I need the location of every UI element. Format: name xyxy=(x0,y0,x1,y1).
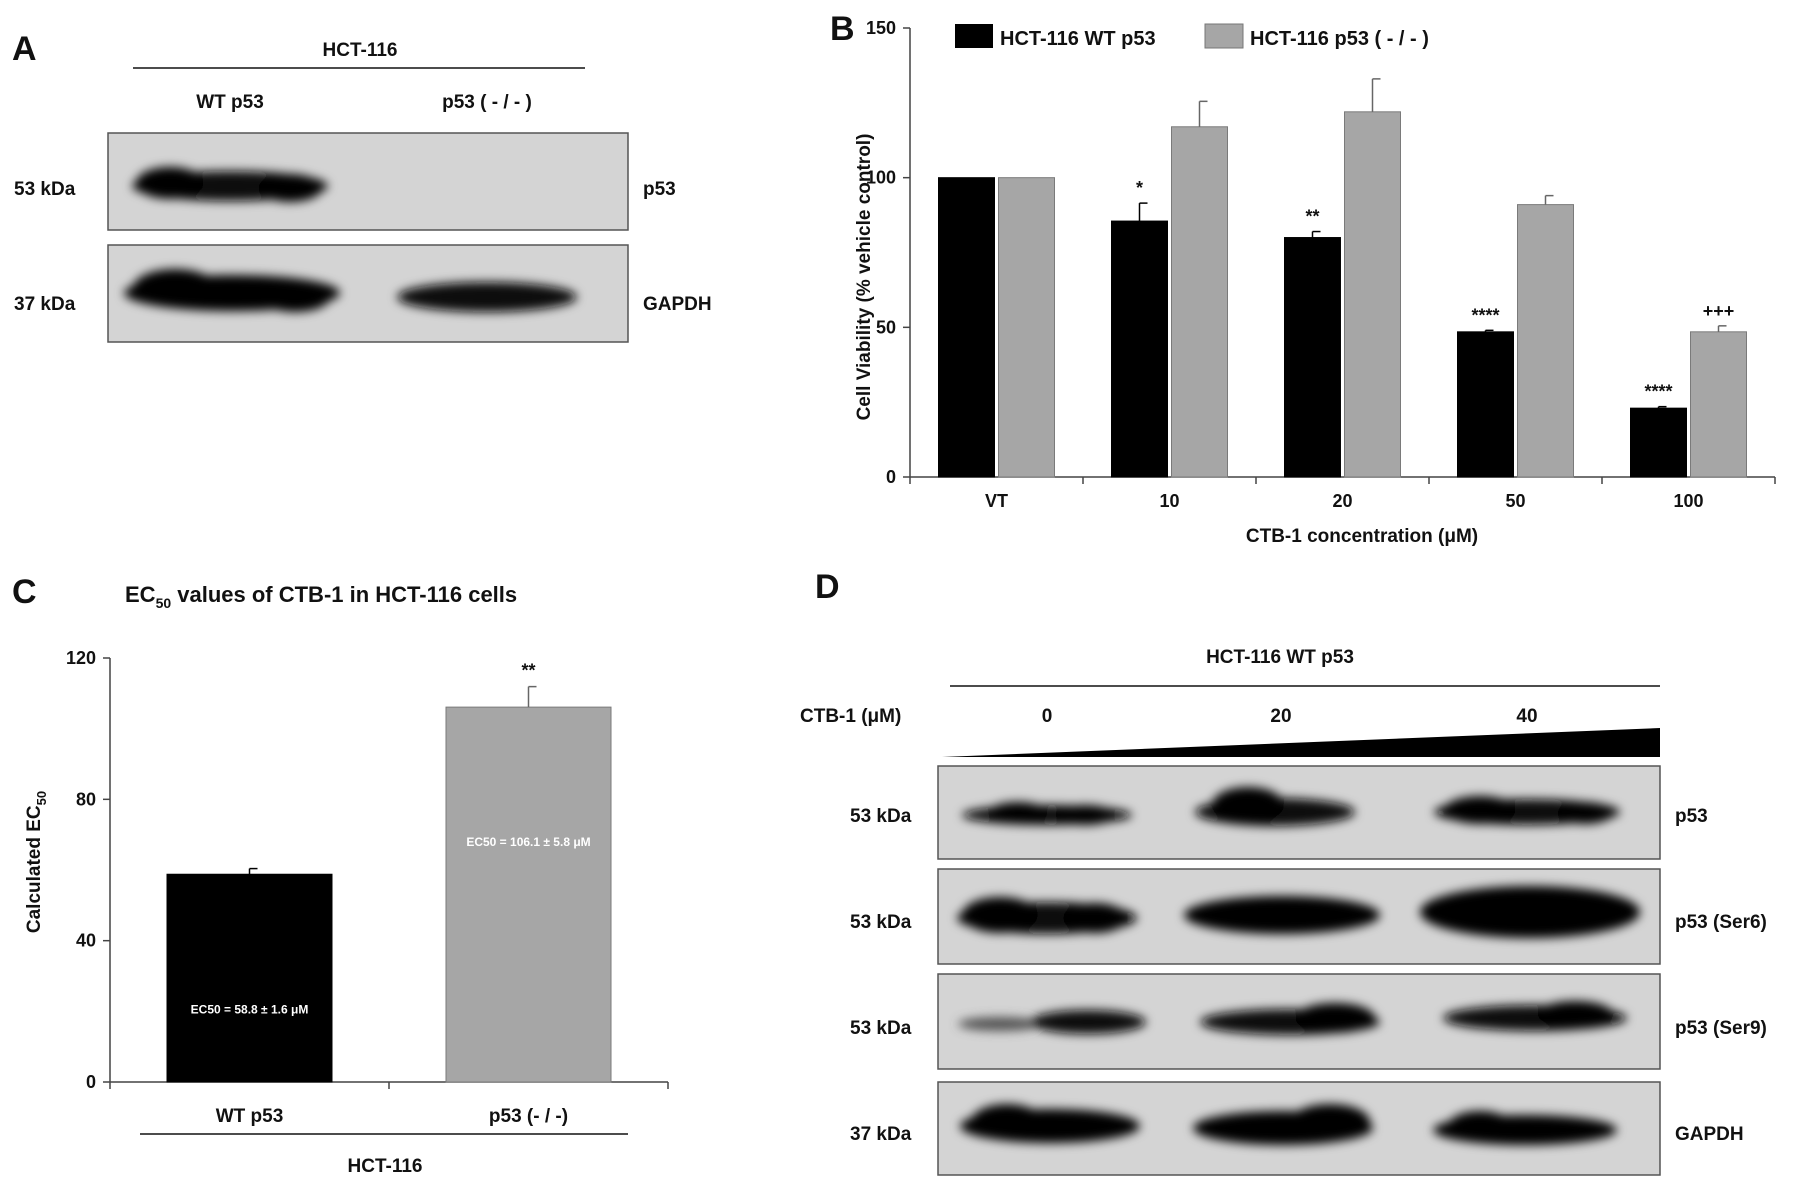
b-bar-wt xyxy=(1111,220,1168,478)
b-bar-wt xyxy=(1457,331,1514,478)
c-bar xyxy=(445,706,612,1083)
panel-c-group-label: HCT-116 xyxy=(348,1156,423,1177)
panel-b-xlabel: CTB-1 concentration (μM) xyxy=(1246,526,1478,547)
panel-d-group-label: HCT-116 WT p53 xyxy=(1206,647,1354,668)
b-x-tick-label: 20 xyxy=(1332,491,1352,511)
c-y-tick-label: 40 xyxy=(76,931,96,951)
panel-d-dose-1: 0 xyxy=(1042,706,1053,727)
b-y-tick-label: 50 xyxy=(876,317,896,337)
bands-d-ser9 xyxy=(958,1001,1627,1035)
panel-d-treatment-label: CTB-1 (μM) xyxy=(800,706,901,727)
protein-a-row1: p53 xyxy=(643,179,676,200)
b-significance-label: +++ xyxy=(1703,301,1735,321)
c-y-tick-label: 80 xyxy=(76,789,96,809)
bands-d-p53 xyxy=(962,787,1620,826)
c-x-tick-label: p53 (- / -) xyxy=(489,1106,568,1127)
panel-b-plot: 0 50 100 150 VT 10 * 20 ** 50 **** 100 **** +++ xyxy=(866,18,1776,511)
b-significance-label: * xyxy=(1136,178,1143,198)
dose-gradient-wedge xyxy=(942,728,1660,757)
mw-d-row2: 53 kDa xyxy=(850,912,912,933)
bands-d-ser6 xyxy=(957,886,1640,938)
legend-swatch-wt xyxy=(955,24,993,48)
mw-d-row3: 53 kDa xyxy=(850,1018,912,1039)
mw-d-row1: 53 kDa xyxy=(850,806,912,827)
b-bar-ko xyxy=(1344,111,1401,478)
panel-c-title: EC50 values of CTB-1 in HCT-116 cells xyxy=(125,582,517,611)
protein-d-row2: p53 (Ser6) xyxy=(1675,912,1767,933)
b-x-tick-label: 50 xyxy=(1505,491,1525,511)
b-bar-wt xyxy=(938,177,995,478)
panel-c-ylabel: Calculated EC50 xyxy=(24,791,49,933)
band-a-gapdh-wt xyxy=(124,269,340,312)
panel-a: A HCT-116 WT p53 p53 ( - / - ) 53 kDa p5… xyxy=(12,30,712,343)
b-y-tick-label: 150 xyxy=(866,18,896,38)
c-significance-label: ** xyxy=(521,661,535,681)
c-bar-value-label: EC50 = 106.1 ± 5.8 μM xyxy=(466,835,590,849)
legend-label-ko: HCT-116 p53 ( - / - ) xyxy=(1250,28,1429,50)
mw-a-row2: 37 kDa xyxy=(14,294,76,315)
panel-b-letter: B xyxy=(830,10,855,48)
protein-d-row1: p53 xyxy=(1675,806,1708,827)
c-y-tick-label: 0 xyxy=(86,1072,96,1092)
b-y-tick-label: 0 xyxy=(886,467,896,487)
b-bar-ko xyxy=(1171,126,1228,478)
b-bar-wt xyxy=(1284,237,1341,478)
mw-a-row1: 53 kDa xyxy=(14,179,76,200)
panel-c-letter: C xyxy=(12,573,37,611)
c-x-tick-label: WT p53 xyxy=(216,1106,284,1127)
b-significance-label: **** xyxy=(1471,305,1499,325)
legend-label-wt: HCT-116 WT p53 xyxy=(1000,28,1156,50)
c-bar-value-label: EC50 = 58.8 ± 1.6 μM xyxy=(191,1002,309,1016)
panel-d-dose-2: 20 xyxy=(1270,706,1291,727)
legend-swatch-ko xyxy=(1204,23,1244,49)
panel-d-dose-3: 40 xyxy=(1516,706,1537,727)
panel-b: B HCT-116 WT p53 HCT-116 p53 ( - / - ) C… xyxy=(830,10,1776,547)
b-x-tick-label: 10 xyxy=(1159,491,1179,511)
protein-a-row2: GAPDH xyxy=(643,294,712,315)
panel-d-letter: D xyxy=(815,568,840,606)
bands-d-gapdh xyxy=(960,1104,1617,1145)
b-significance-label: **** xyxy=(1644,382,1672,402)
panel-a-group-label: HCT-116 xyxy=(323,40,398,61)
panel-d: D HCT-116 WT p53 CTB-1 (μM) 0 20 40 53 k… xyxy=(800,568,1767,1176)
panel-a-lane-label-2: p53 ( - / - ) xyxy=(442,92,532,113)
b-bar-wt xyxy=(1630,407,1687,478)
mw-d-row4: 37 kDa xyxy=(850,1124,912,1145)
b-y-tick-label: 100 xyxy=(866,168,896,188)
b-bar-ko xyxy=(1517,204,1574,478)
protein-d-row3: p53 (Ser9) xyxy=(1675,1018,1767,1039)
panel-a-lane-label-1: WT p53 xyxy=(196,92,264,113)
protein-d-row4: GAPDH xyxy=(1675,1124,1744,1145)
b-bar-ko xyxy=(998,177,1055,478)
band-a-p53-wt xyxy=(132,167,328,202)
panel-a-letter: A xyxy=(12,30,37,68)
c-y-tick-label: 120 xyxy=(66,648,96,668)
b-bar-ko xyxy=(1690,331,1747,478)
panel-c: C EC50 values of CTB-1 in HCT-116 cells … xyxy=(12,573,669,1177)
b-significance-label: ** xyxy=(1305,207,1319,227)
b-x-tick-label: 100 xyxy=(1673,491,1703,511)
panel-b-ylabel: Cell Viability (% vehicle control) xyxy=(854,134,875,421)
panel-c-plot: 0 40 80 120 WT p53 EC50 = 58.8 ± 1.6 μM p53 (-… xyxy=(66,648,669,1127)
c-bar xyxy=(166,873,333,1083)
b-x-tick-label: VT xyxy=(985,491,1008,511)
band-a-gapdh-ko xyxy=(397,282,577,312)
